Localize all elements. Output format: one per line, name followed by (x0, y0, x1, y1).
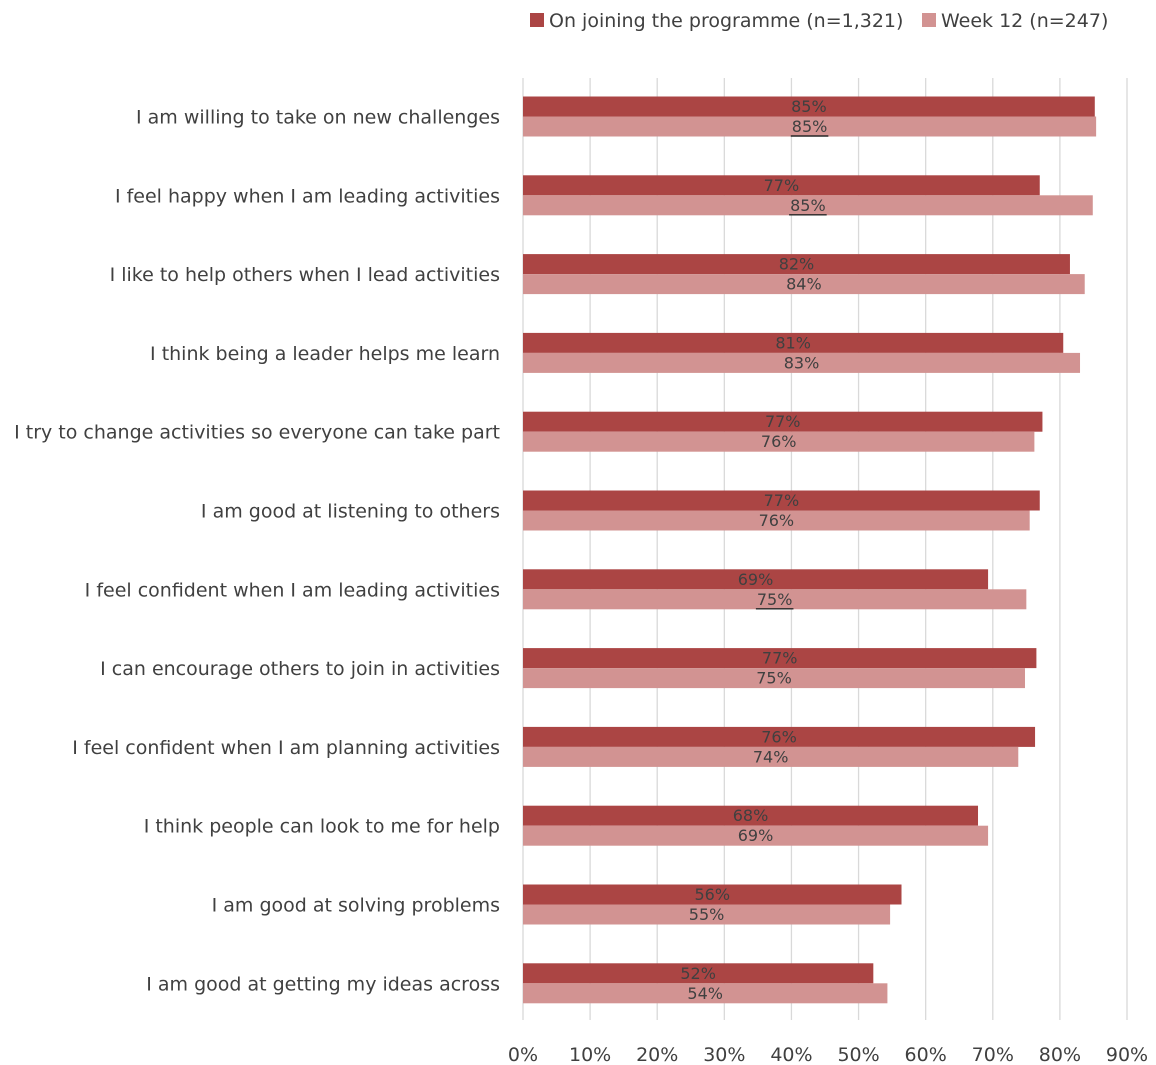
data-label: 85% (790, 196, 826, 215)
data-label: 76% (761, 432, 797, 451)
bar-on-joining (523, 805, 979, 826)
bar-on-joining (523, 648, 1037, 669)
legend: On joining the programme (n=1,321) Week 1… (530, 10, 1108, 32)
category-label: I feel confident when I am leading activ… (85, 579, 500, 601)
bar-on-joining (523, 569, 989, 590)
bar-week-12 (523, 431, 1035, 452)
x-tick-label: 30% (703, 1044, 745, 1065)
x-tick-label: 10% (569, 1044, 611, 1065)
category-label: I am good at solving problems (212, 895, 500, 917)
category-label: I try to change activities so everyone c… (14, 422, 500, 444)
legend-label-week-12: Week 12 (n=247) (941, 10, 1108, 32)
data-label: 77% (764, 491, 800, 510)
x-tick-label: 0% (508, 1044, 538, 1065)
x-tick-label: 90% (1106, 1044, 1148, 1065)
x-tick-label: 40% (770, 1044, 812, 1065)
bar-week-12 (523, 352, 1081, 373)
bar-on-joining (523, 332, 1064, 353)
x-tick-label: 70% (972, 1044, 1014, 1065)
category-label: I am good at getting my ideas across (146, 973, 500, 995)
bar-week-12 (523, 668, 1025, 689)
bar-week-12 (523, 904, 891, 925)
legend-label-on-joining: On joining the programme (n=1,321) (549, 10, 903, 32)
bar-on-joining (523, 963, 874, 984)
gridlines (522, 78, 1128, 1020)
legend-swatch-on-joining (530, 13, 544, 27)
data-label: 54% (687, 984, 723, 1003)
bar-week-12 (523, 510, 1030, 531)
x-tick-label: 80% (1039, 1044, 1081, 1065)
legend-swatch-week-12 (922, 13, 936, 27)
data-label: 77% (764, 176, 800, 195)
category-label: I am willing to take on new challenges (136, 107, 500, 129)
bar-on-joining (523, 411, 1043, 432)
data-label: 77% (762, 649, 798, 668)
x-tick-label: 60% (905, 1044, 947, 1065)
bars (523, 96, 1097, 1004)
data-label: 75% (757, 590, 793, 609)
data-label: 75% (756, 669, 792, 688)
data-label: 52% (680, 964, 716, 983)
bar-on-joining (523, 884, 902, 905)
data-label: 82% (779, 255, 815, 274)
data-label: 68% (733, 806, 769, 825)
bar-week-12 (523, 825, 989, 846)
bar-week-12 (523, 195, 1093, 216)
data-label: 84% (786, 275, 822, 294)
data-label: 85% (791, 97, 827, 116)
data-label: 56% (694, 885, 730, 904)
data-label: 74% (753, 747, 789, 766)
bar-week-12 (523, 274, 1085, 295)
data-label: 69% (738, 826, 774, 845)
category-label: I feel confident when I am planning acti… (72, 737, 500, 759)
bar-week-12 (523, 116, 1097, 137)
bar-on-joining (523, 175, 1040, 196)
labels: 0% 10% 20% 30% 40% 50% 60% 70% 80% 90% I am willin… (14, 97, 1148, 1065)
category-label: I like to help others when I lead activi… (110, 264, 500, 286)
data-label: 85% (792, 117, 828, 136)
data-label: 55% (689, 905, 725, 924)
data-label: 81% (775, 333, 811, 352)
category-label: I think people can look to me for help (144, 816, 500, 838)
category-label: I feel happy when I am leading activitie… (115, 185, 500, 207)
data-label: 76% (759, 511, 795, 530)
x-tick-label: 20% (636, 1044, 678, 1065)
category-label: I can encourage others to join in activi… (100, 658, 500, 680)
data-label: 77% (765, 412, 801, 431)
bar-week-12 (523, 746, 1019, 767)
bar-week-12 (523, 983, 888, 1004)
category-label: I think being a leader helps me learn (150, 343, 500, 365)
bar-on-joining (523, 490, 1040, 511)
data-label: 76% (761, 727, 797, 746)
data-label: 69% (738, 570, 774, 589)
category-label: I am good at listening to others (201, 501, 500, 523)
bar-on-joining (523, 254, 1070, 275)
data-label: 83% (784, 353, 820, 372)
bar-on-joining (523, 96, 1095, 117)
x-tick-label: 50% (837, 1044, 879, 1065)
bar-on-joining (523, 726, 1036, 747)
bar-week-12 (523, 589, 1027, 610)
